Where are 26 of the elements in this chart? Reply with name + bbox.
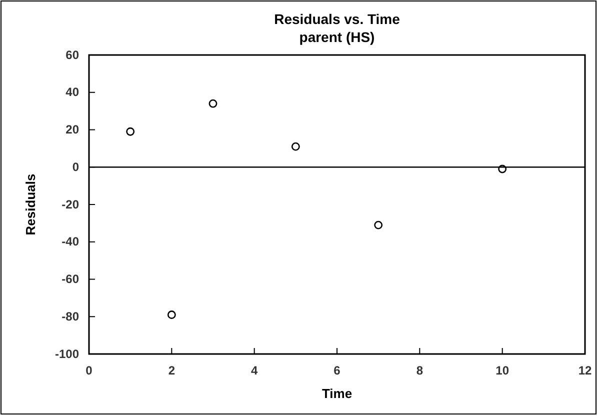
x-tick-label: 4 [250, 364, 258, 378]
y-tick-label: -20 [62, 197, 80, 212]
x-tick-label: 10 [496, 364, 510, 378]
x-tick-label: 8 [416, 364, 424, 378]
y-tick-label: -100 [54, 346, 80, 361]
x-axis-title: Time [322, 386, 352, 401]
y-tick-label: -60 [62, 272, 80, 286]
x-tick-label: 6 [334, 364, 341, 378]
y-tick-label: 0 [72, 160, 80, 174]
y-tick-label: -40 [62, 234, 80, 249]
chart-title: Residuals vs. Time [274, 11, 400, 27]
point [291, 142, 300, 151]
x-tick-label: 0 [86, 364, 93, 378]
point [374, 220, 383, 230]
point [498, 164, 507, 174]
point [208, 99, 218, 108]
point [126, 127, 135, 136]
point [167, 310, 176, 319]
y-axis-title: Residuals [23, 174, 38, 236]
y-tick-label: 20 [66, 122, 80, 137]
chart-subtitle: parent (HS) [299, 29, 375, 45]
x-tick-label: 2 [168, 364, 176, 378]
y-tick-label: 60 [66, 48, 80, 62]
y-tick-label: -80 [62, 309, 80, 324]
x-tick-label: 12 [578, 364, 592, 378]
y-tick-label: 40 [66, 85, 80, 100]
